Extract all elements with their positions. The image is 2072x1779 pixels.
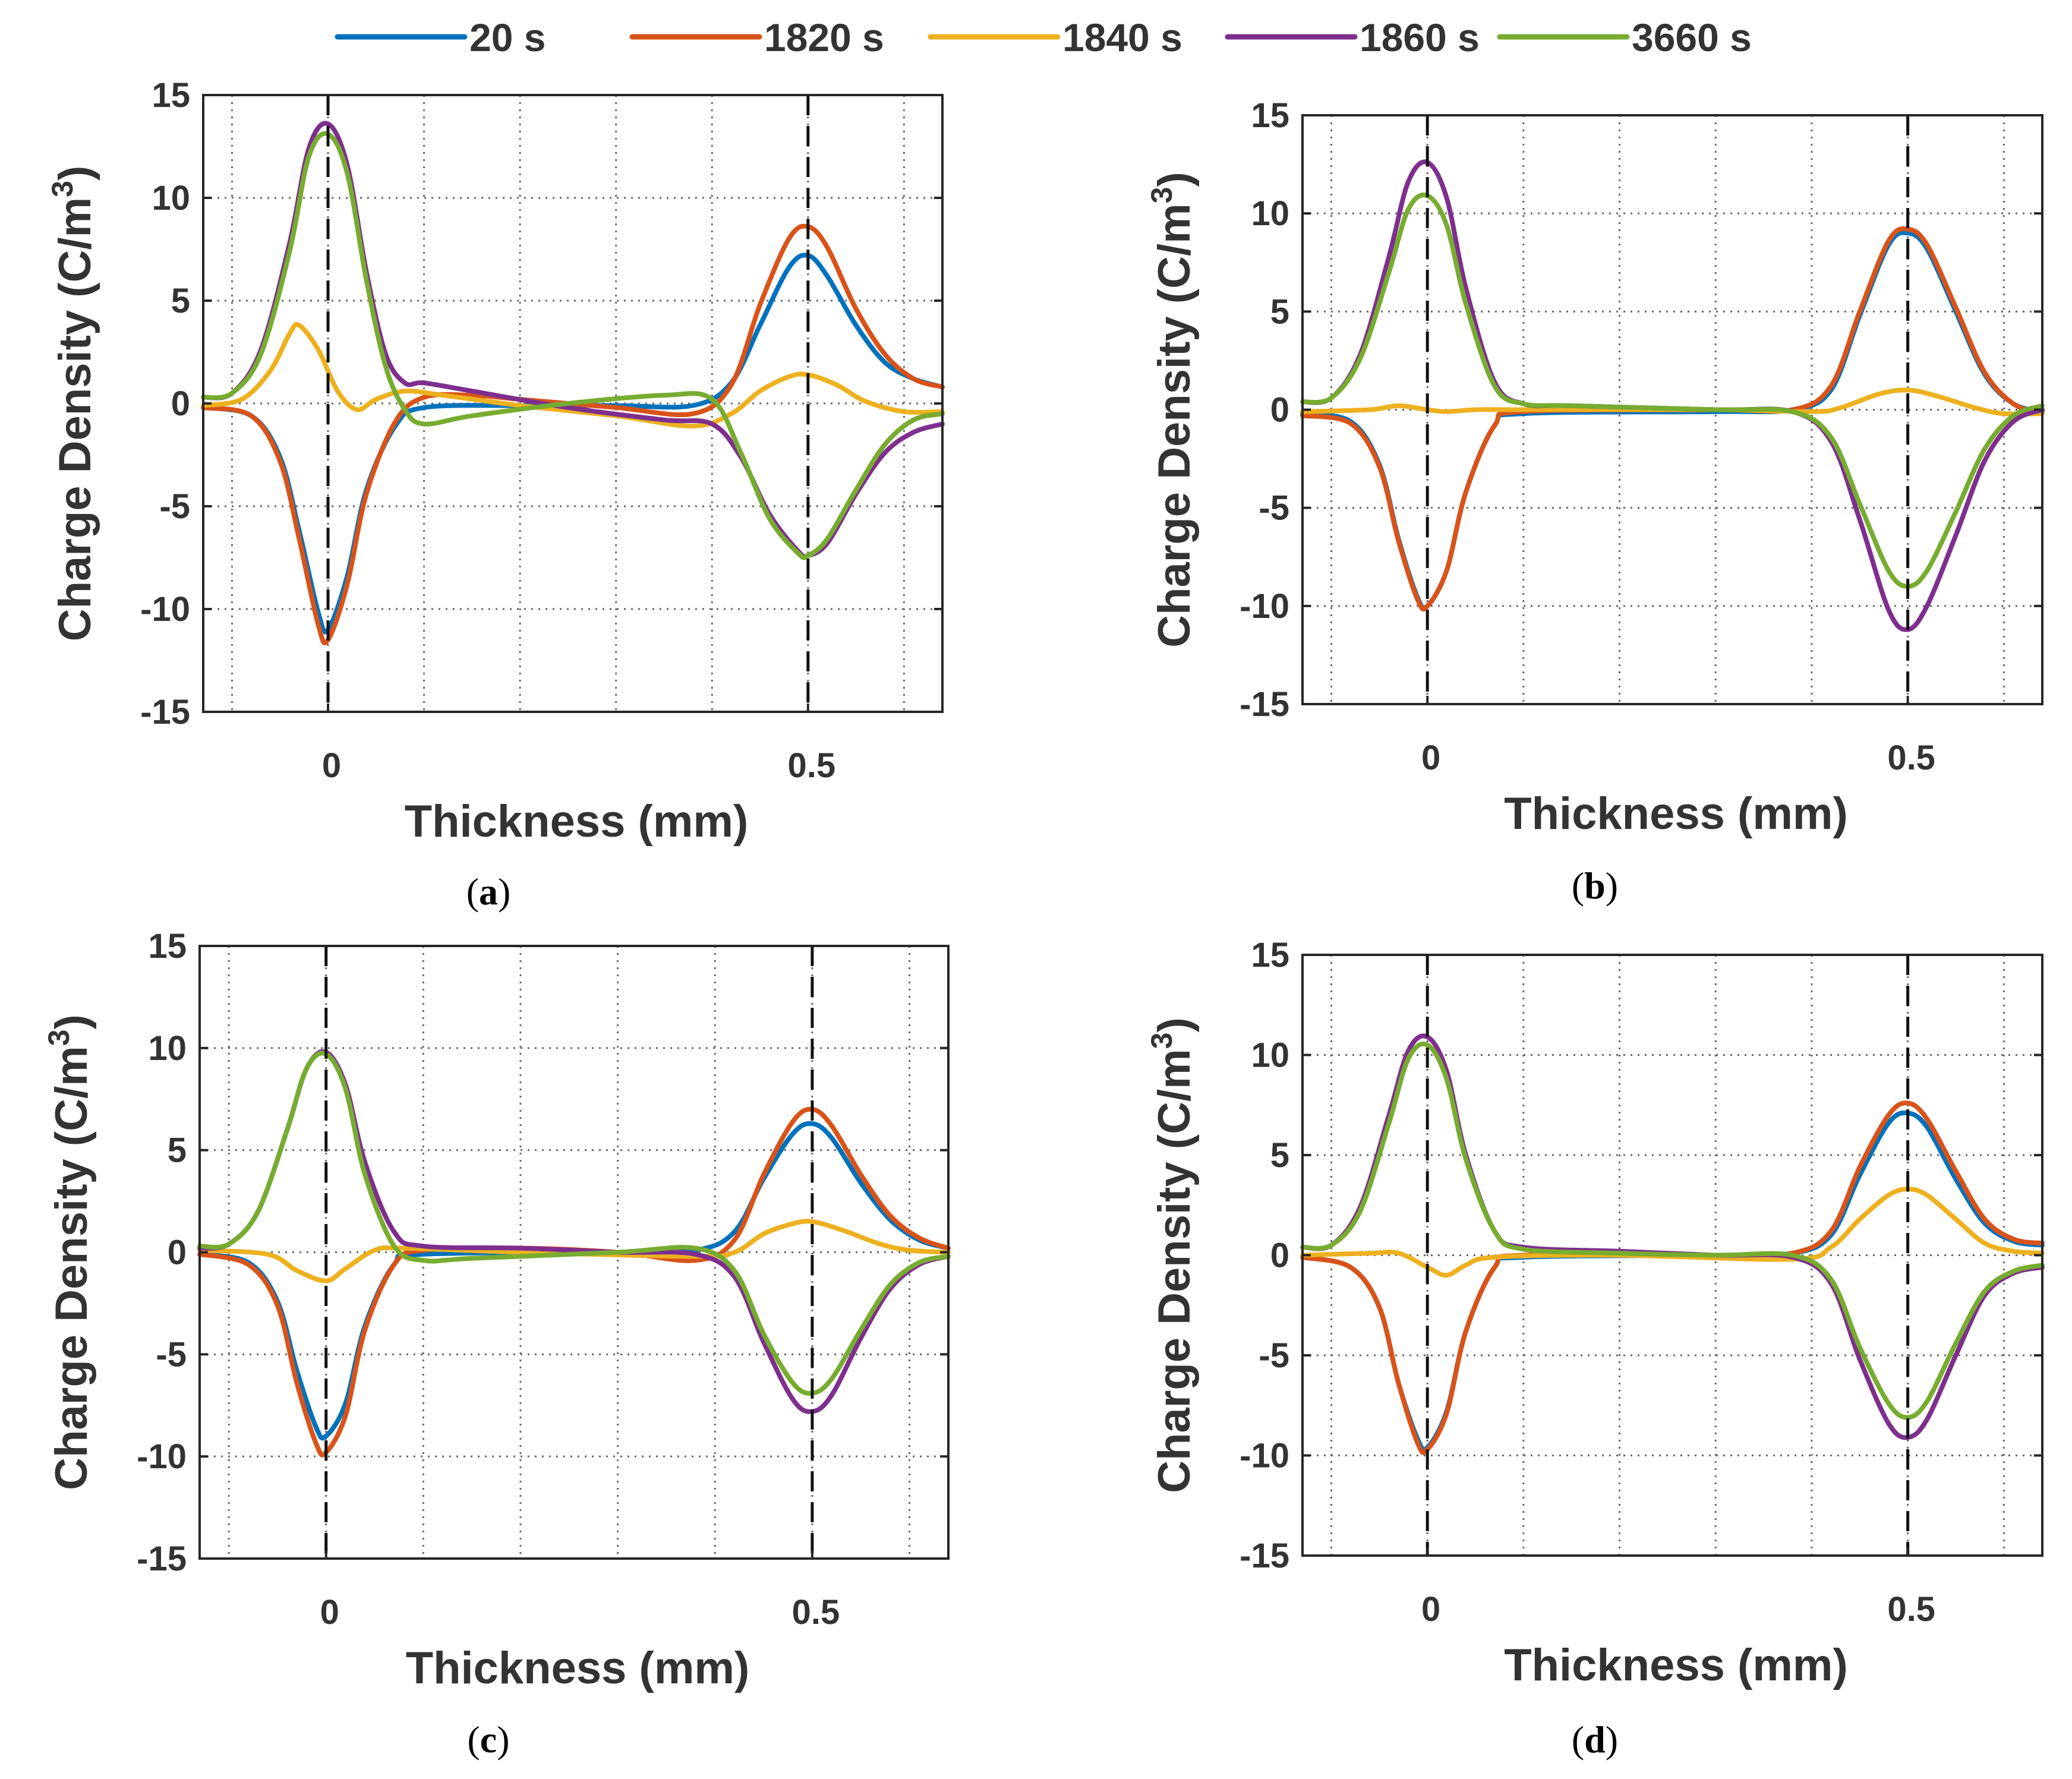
panel-label-close: )	[497, 1718, 509, 1761]
series-line	[197, 1051, 951, 1396]
panel-label-letter: a	[479, 870, 498, 913]
y-tick-label: 5	[1270, 292, 1289, 331]
y-tick-label: 0	[168, 1234, 187, 1272]
y-tick-label: -5	[156, 1335, 187, 1374]
y-axis-label-close: )	[50, 166, 100, 181]
y-tick-label: 0	[1270, 391, 1289, 430]
legend-label: 20 s	[469, 15, 545, 59]
legend-entry: 20 s	[335, 15, 545, 59]
legend-label: 3660 s	[1632, 15, 1752, 59]
y-tick-label: -10	[1240, 587, 1289, 626]
y-axis-label: Charge Density (C/m3)	[1145, 1017, 1200, 1493]
panel-label-letter: b	[1584, 865, 1606, 907]
panel-label-close: )	[1606, 1718, 1618, 1761]
series-group	[1300, 1033, 2045, 1455]
x-axis-label: Thickness (mm)	[1504, 788, 1848, 839]
legend: 20 s 1820 s 1840 s 1860 s 3660 s	[335, 15, 1752, 59]
y-tick-label: 5	[171, 282, 190, 320]
panels: -15 -10 -5 0 5 10 15 0 0.5 Thickness (mm) Charge D…	[42, 76, 2045, 1761]
y-tick-label: -15	[1240, 1537, 1289, 1575]
y-tick-label: 10	[152, 179, 190, 217]
legend-entry: 3660 s	[1497, 15, 1752, 59]
x-axis-label: Thickness (mm)	[406, 1643, 750, 1693]
y-tick-label: 10	[148, 1029, 187, 1068]
y-tick-label: 15	[152, 76, 190, 115]
y-axis-label: Charge Density (C/m3)	[1145, 172, 1200, 648]
y-axis-label-superscript: 3	[46, 181, 79, 197]
y-tick-label: 5	[168, 1131, 187, 1170]
panel-label: (c)	[467, 1718, 509, 1761]
y-axis-label-close: )	[1149, 172, 1200, 187]
x-tick-label: 0	[322, 746, 341, 785]
panel-label-open: (	[1572, 1718, 1584, 1761]
series-group	[1300, 159, 2045, 632]
y-tick-label: 15	[148, 927, 187, 966]
y-axis-label-superscript: 3	[1145, 187, 1178, 204]
legend-entry: 1860 s	[1225, 15, 1480, 59]
legend-label: 1820 s	[764, 15, 884, 59]
y-axis-label-text: Charge Density (C/m	[46, 1046, 97, 1490]
panel-label-close: )	[1606, 865, 1618, 907]
series-line	[197, 1219, 951, 1283]
x-tick-label: 0.5	[1887, 1590, 1935, 1629]
panel-label-open: (	[466, 870, 479, 913]
y-tick-label: 5	[1270, 1136, 1289, 1175]
y-axis-label: Charge Density (C/m3)	[46, 166, 100, 642]
chart-panel-d: -15 -10 -5 0 5 10 15 0 0.5 Thickness (mm) Charge D…	[1145, 936, 2045, 1761]
x-axis-label: Thickness (mm)	[405, 796, 749, 847]
panel-label-close: )	[498, 870, 510, 913]
y-tick-label: 10	[1251, 1036, 1289, 1075]
legend-label: 1860 s	[1360, 15, 1480, 59]
y-tick-label: -15	[137, 1540, 187, 1578]
series-group	[201, 121, 945, 645]
y-tick-label: -10	[1240, 1437, 1289, 1475]
panel-label-open: (	[467, 1718, 480, 1761]
series-line	[1300, 1041, 2045, 1420]
y-tick-label: -15	[140, 693, 190, 731]
y-axis-label-text: Charge Density (C/m	[50, 197, 100, 642]
x-axis-label: Thickness (mm)	[1504, 1640, 1848, 1690]
y-axis-label-text: Charge Density (C/m	[1149, 1049, 1200, 1493]
x-tick-label: 0.5	[1887, 739, 1935, 777]
y-tick-label: -5	[1259, 489, 1289, 528]
y-axis-label-close: )	[1149, 1017, 1200, 1032]
y-tick-label: 0	[1270, 1237, 1289, 1275]
panel-label: (a)	[466, 870, 511, 913]
y-tick-label: -10	[137, 1437, 187, 1476]
series-line	[1300, 193, 2045, 589]
y-axis-label: Charge Density (C/m3)	[42, 1014, 97, 1490]
y-axis-label-text: Charge Density (C/m	[1149, 203, 1200, 648]
y-tick-label: 10	[1251, 194, 1289, 233]
series-line	[201, 131, 945, 560]
y-tick-label: 15	[1251, 96, 1289, 135]
x-tick-label: 0	[320, 1593, 339, 1632]
y-tick-label: -10	[140, 590, 190, 629]
x-tick-label: 0	[1421, 739, 1440, 777]
panel-label: (b)	[1572, 865, 1618, 907]
chart-panel-c: -15 -10 -5 0 5 10 15 0 0.5 Thickness (mm) Charge D…	[42, 927, 951, 1761]
y-tick-label: 15	[1251, 936, 1289, 974]
legend-entry: 1840 s	[928, 15, 1182, 59]
panel-label: (d)	[1572, 1718, 1618, 1761]
chart-panel-a: -15 -10 -5 0 5 10 15 0 0.5 Thickness (mm) Charge D…	[46, 76, 945, 913]
y-tick-label: -5	[1259, 1336, 1289, 1375]
y-tick-label: -15	[1240, 685, 1289, 724]
y-axis-label-superscript: 3	[42, 1030, 75, 1046]
panel-label-letter: d	[1584, 1718, 1606, 1761]
y-axis-label-close: )	[46, 1014, 97, 1029]
x-tick-label: 0	[1421, 1590, 1440, 1629]
legend-label: 1840 s	[1062, 15, 1182, 59]
y-tick-label: 0	[171, 384, 190, 423]
series-line	[201, 321, 945, 429]
x-tick-label: 0.5	[792, 1593, 840, 1632]
panel-label-letter: c	[480, 1718, 497, 1761]
chart-panel-b: -15 -10 -5 0 5 10 15 0 0.5 Thickness (mm) Charge D…	[1145, 96, 2045, 907]
panel-label-open: (	[1572, 865, 1584, 907]
y-axis-label-superscript: 3	[1145, 1033, 1178, 1049]
legend-entry: 1820 s	[629, 15, 884, 59]
series-group	[197, 1049, 951, 1458]
y-tick-label: -5	[159, 487, 190, 526]
x-tick-label: 0.5	[787, 746, 835, 785]
